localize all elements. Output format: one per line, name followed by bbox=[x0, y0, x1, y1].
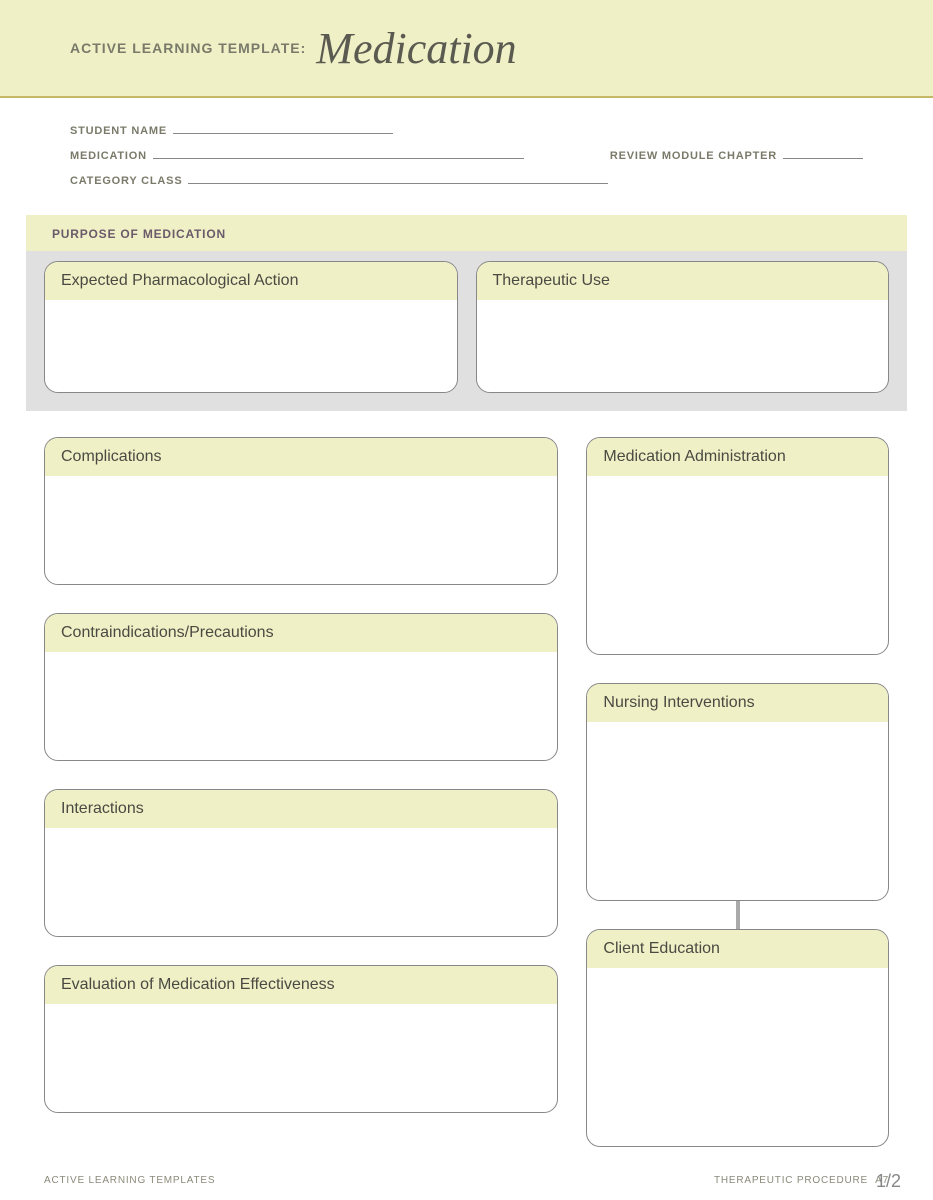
box-education-body[interactable] bbox=[587, 968, 888, 1146]
page-indicator: 1/2 bbox=[876, 1171, 901, 1192]
box-expected-action-title: Expected Pharmacological Action bbox=[45, 262, 457, 300]
review-module-label: REVIEW MODULE CHAPTER bbox=[610, 150, 777, 162]
field-student-name-row: STUDENT NAME bbox=[70, 122, 863, 137]
box-contraindications-body[interactable] bbox=[45, 652, 557, 760]
footer: ACTIVE LEARNING TEMPLATES THERAPEUTIC PR… bbox=[44, 1175, 889, 1186]
main-grid: Complications Contraindications/Precauti… bbox=[0, 411, 933, 1147]
column-right: Medication Administration Nursing Interv… bbox=[586, 437, 889, 1147]
box-education: Client Education bbox=[586, 929, 889, 1147]
box-administration-title: Medication Administration bbox=[587, 438, 888, 476]
student-name-label: STUDENT NAME bbox=[70, 125, 167, 137]
medication-input[interactable] bbox=[153, 147, 524, 159]
box-nursing-body[interactable] bbox=[587, 722, 888, 900]
category-class-label: CATEGORY CLASS bbox=[70, 175, 182, 187]
box-therapeutic-use: Therapeutic Use bbox=[476, 261, 890, 393]
review-module-input[interactable] bbox=[783, 147, 863, 159]
header-title: Medication bbox=[316, 23, 516, 74]
box-contraindications-title: Contraindications/Precautions bbox=[45, 614, 557, 652]
footer-left: ACTIVE LEARNING TEMPLATES bbox=[44, 1175, 215, 1186]
box-evaluation: Evaluation of Medication Effectiveness bbox=[44, 965, 558, 1113]
student-name-input[interactable] bbox=[173, 122, 393, 134]
box-nursing-title: Nursing Interventions bbox=[587, 684, 888, 722]
box-administration-body[interactable] bbox=[587, 476, 888, 654]
box-interactions-body[interactable] bbox=[45, 828, 557, 936]
connector-line bbox=[736, 901, 740, 929]
box-interactions-title: Interactions bbox=[45, 790, 557, 828]
field-medication-row: MEDICATION REVIEW MODULE CHAPTER bbox=[70, 147, 863, 162]
box-therapeutic-use-body[interactable] bbox=[477, 300, 889, 392]
box-expected-action: Expected Pharmacological Action bbox=[44, 261, 458, 393]
box-administration: Medication Administration bbox=[586, 437, 889, 655]
box-evaluation-body[interactable] bbox=[45, 1004, 557, 1112]
footer-right-text: THERAPEUTIC PROCEDURE bbox=[714, 1175, 868, 1186]
form-fields: STUDENT NAME MEDICATION REVIEW MODULE CH… bbox=[0, 98, 933, 215]
box-complications-title: Complications bbox=[45, 438, 557, 476]
purpose-section: PURPOSE OF MEDICATION Expected Pharmacol… bbox=[26, 215, 907, 411]
box-complications: Complications bbox=[44, 437, 558, 585]
column-left: Complications Contraindications/Precauti… bbox=[44, 437, 558, 1147]
box-interactions: Interactions bbox=[44, 789, 558, 937]
box-evaluation-title: Evaluation of Medication Effectiveness bbox=[45, 966, 557, 1004]
nursing-wrapper: Nursing Interventions bbox=[586, 683, 889, 901]
header-band: ACTIVE LEARNING TEMPLATE: Medication bbox=[0, 0, 933, 98]
header-prefix: ACTIVE LEARNING TEMPLATE: bbox=[70, 40, 306, 56]
field-category-row: CATEGORY CLASS bbox=[70, 172, 863, 187]
box-nursing: Nursing Interventions bbox=[586, 683, 889, 901]
box-education-title: Client Education bbox=[587, 930, 888, 968]
footer-right: THERAPEUTIC PROCEDURE A7 bbox=[714, 1175, 889, 1186]
box-complications-body[interactable] bbox=[45, 476, 557, 584]
box-therapeutic-use-title: Therapeutic Use bbox=[477, 262, 889, 300]
purpose-row: Expected Pharmacological Action Therapeu… bbox=[44, 261, 889, 393]
box-expected-action-body[interactable] bbox=[45, 300, 457, 392]
purpose-header: PURPOSE OF MEDICATION bbox=[26, 215, 907, 251]
medication-label: MEDICATION bbox=[70, 150, 147, 162]
box-contraindications: Contraindications/Precautions bbox=[44, 613, 558, 761]
category-class-input[interactable] bbox=[188, 172, 608, 184]
